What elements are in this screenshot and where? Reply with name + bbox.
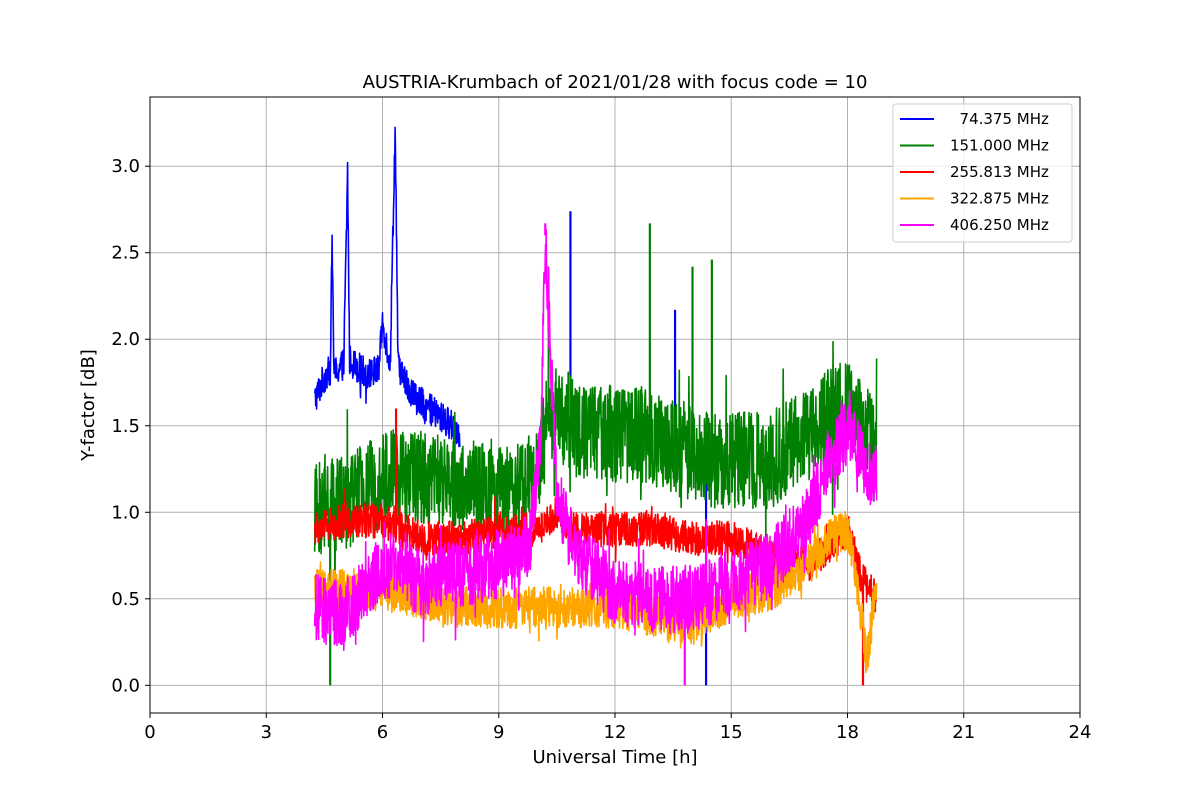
x-tick-label: 3 [261,722,272,743]
y-tick-label: 2.5 [111,243,140,264]
y-tick-label: 1.0 [111,502,140,523]
chart-title: AUSTRIA-Krumbach of 2021/01/28 with focu… [363,72,868,93]
x-tick-label: 9 [493,722,504,743]
y-axis-label: Y-factor [dB] [78,349,99,462]
x-tick-label: 24 [1069,722,1092,743]
x-tick-label: 15 [720,722,743,743]
series-4 [313,223,878,686]
series-1 [313,223,878,686]
plot-area [313,126,878,686]
series-line [313,318,878,591]
legend-label: 406.250 MHz [950,216,1049,234]
legend-label: 151.000 MHz [950,137,1049,155]
series-line [313,228,878,652]
legend-label: 255.813 MHz [950,163,1049,181]
y-tick-label: 0.5 [111,589,140,610]
y-axis: 0.0 0.5 1.0 1.5 2.0 2.5 3.0 [111,156,150,696]
y-tick-label: 3.0 [111,156,140,177]
x-tick-label: 6 [377,722,388,743]
series-line [313,126,461,448]
legend-box [892,103,1073,243]
legend: 74.375 MHz 151.000 MHz 255.813 MHz 322.875 … [892,103,1073,243]
y-tick-label: 2.0 [111,329,140,350]
x-tick-label: 18 [836,722,859,743]
legend-label: 322.875 MHz [950,190,1049,208]
x-tick-label: 12 [604,722,627,743]
legend-label: 74.375 MHz [950,110,1049,128]
x-axis-label: Universal Time [h] [532,747,697,768]
y-tick-label: 0.0 [111,675,140,696]
x-tick-label: 0 [144,722,155,743]
y-tick-label: 1.5 [111,416,140,437]
x-tick-label: 21 [952,722,975,743]
x-axis: 0 3 6 9 12 15 18 21 24 [144,713,1091,743]
